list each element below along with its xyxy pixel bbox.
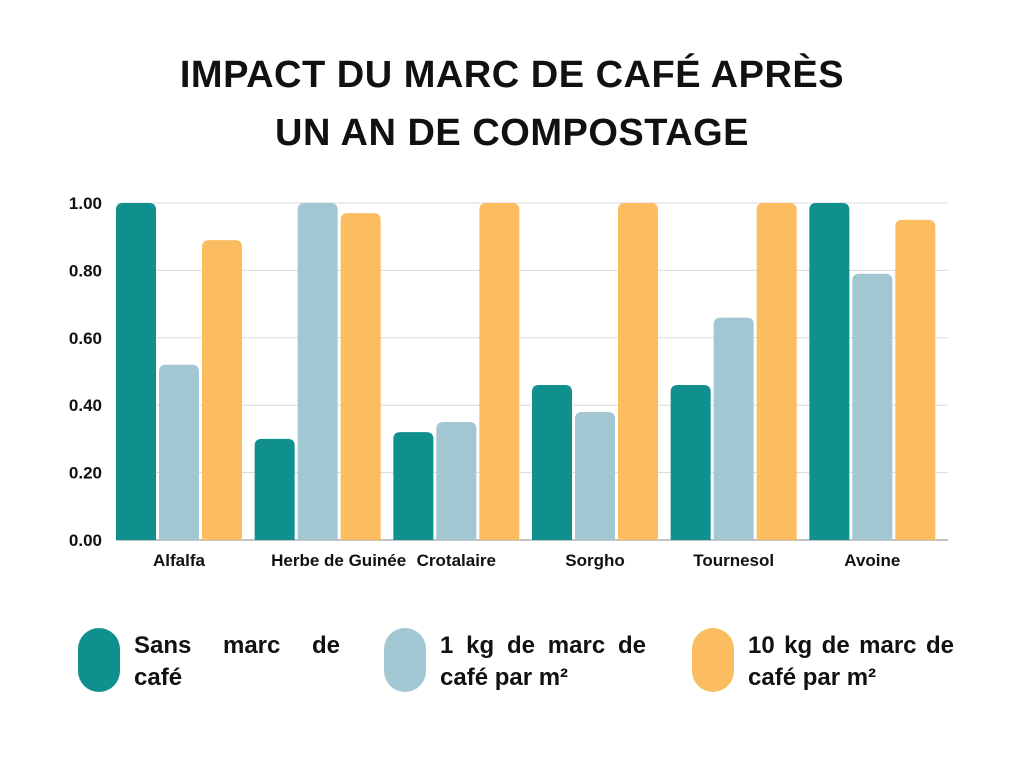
- legend-swatch-1kg: [384, 628, 426, 692]
- legend-swatch-10kg: [692, 628, 734, 692]
- bar: [532, 384, 572, 540]
- bar: [436, 422, 477, 540]
- x-tick-label: Sorgho: [565, 551, 625, 570]
- bar: [670, 384, 711, 540]
- bar: [852, 273, 893, 540]
- x-tick-label: Herbe de Guinée: [271, 551, 406, 570]
- x-tick-label: Avoine: [844, 551, 900, 570]
- bar: [618, 203, 658, 540]
- bar: [116, 203, 156, 540]
- chart-title-line-2: UN AN DE COMPOSTAGE: [275, 112, 749, 154]
- bar: [575, 411, 615, 540]
- bar: [809, 203, 850, 540]
- legend-swatch-sans-marc: [78, 628, 120, 692]
- chart-title: IMPACT DU MARC DE CAFÉ APRÈS UN AN DE CO…: [0, 46, 1024, 162]
- y-tick-label: 0.60: [69, 329, 102, 348]
- bar: [756, 203, 797, 540]
- bar: [479, 203, 520, 540]
- bar: [159, 364, 199, 540]
- x-tick-label: Crotalaire: [417, 551, 496, 570]
- bar-chart: 0.00 0.20 0.40 0.60 0.80 1.00 Alfalfa Herbe de …: [69, 194, 948, 570]
- y-tick-label: 0.20: [69, 464, 102, 483]
- y-tick-label: 1.00: [69, 194, 102, 213]
- y-tick-label: 0.00: [69, 531, 102, 550]
- bar: [393, 432, 434, 540]
- bar: [340, 213, 381, 541]
- legend-label-1kg: 1 kg de marc de café par m²: [440, 632, 646, 691]
- chart-title-line-1: IMPACT DU MARC DE CAFÉ APRÈS: [179, 54, 845, 96]
- bar: [254, 438, 295, 540]
- legend-label-sans-marc: Sans marc de café: [134, 632, 340, 691]
- x-tick-label: Tournesol: [693, 551, 774, 570]
- bar: [297, 203, 338, 540]
- y-tick-label: 0.40: [69, 396, 102, 415]
- x-tick-label: Alfalfa: [153, 551, 206, 570]
- bar: [713, 317, 754, 540]
- bar: [202, 240, 242, 540]
- bar: [895, 219, 936, 540]
- y-tick-label: 0.80: [69, 261, 102, 280]
- legend-label-10kg: 10 kg de marc de café par m²: [748, 632, 954, 691]
